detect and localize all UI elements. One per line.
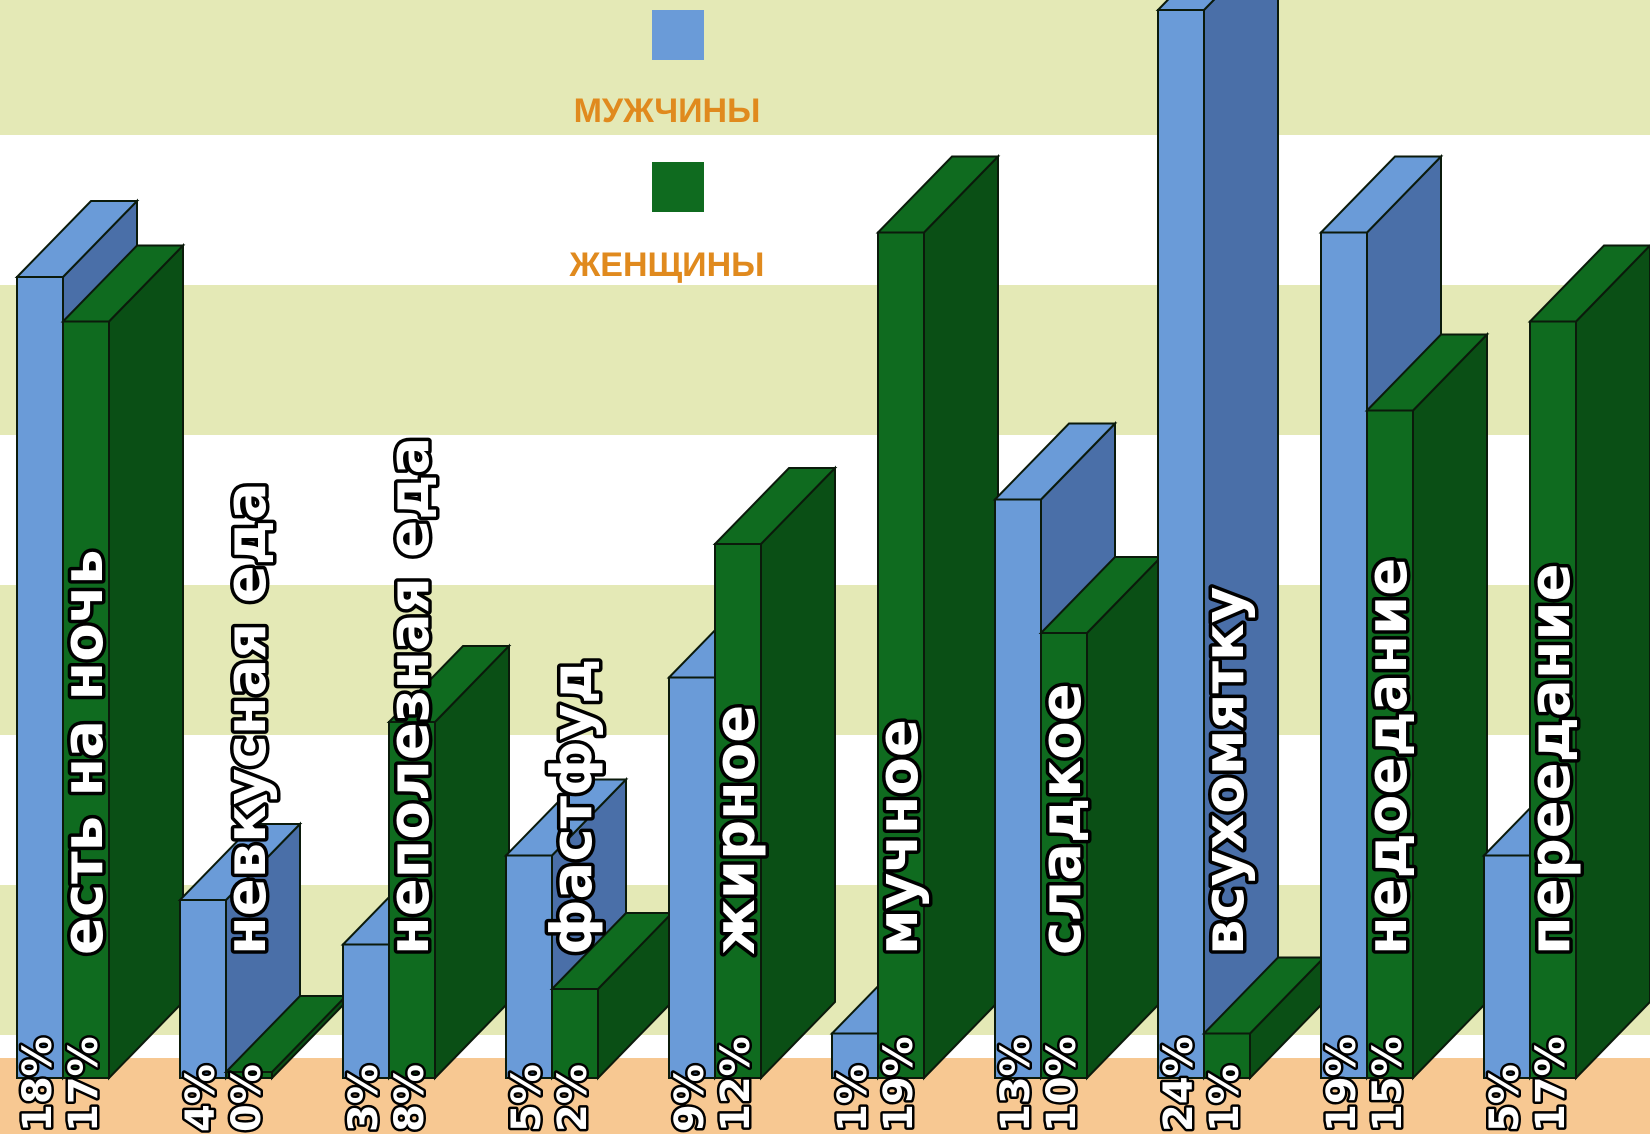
- bar-women-5-side: [923, 154, 999, 1081]
- category-label-6: сладкое: [1029, 683, 1094, 955]
- bar-women-6-front: [1040, 632, 1088, 1079]
- bar-women-9: [1527, 244, 1650, 1081]
- value-label-women-3: 2%: [550, 1064, 596, 1132]
- category-label-4: жирное: [703, 705, 768, 955]
- bar-women-1-front: [225, 1071, 273, 1079]
- value-label-women-2: 8%: [387, 1064, 433, 1132]
- value-label-men-6: 13%: [993, 1036, 1039, 1132]
- category-label-3: фастфуд: [540, 659, 605, 955]
- value-label-women-9: 17%: [1528, 1036, 1574, 1132]
- bar-men-3-front: [505, 854, 553, 1079]
- bar-women-3-front: [551, 988, 599, 1079]
- value-label-men-0: 18%: [15, 1036, 61, 1132]
- bar-women-4: [712, 465, 838, 1081]
- bar-women-9-front: [1529, 320, 1577, 1079]
- value-label-women-1: 0%: [224, 1064, 270, 1132]
- labels-layer: есть на ночь невкусная еда неполезная еда ф…: [13, 433, 1587, 1134]
- bar-men-1-front: [179, 899, 227, 1079]
- bar-men-4-front: [668, 676, 716, 1079]
- category-label-8: недоедание: [1355, 558, 1420, 955]
- legend-label-women: ЖЕНЩИНЫ: [569, 246, 765, 284]
- bar-women-9-side: [1575, 244, 1650, 1081]
- bar-women-0-side: [108, 243, 184, 1081]
- value-label-men-9: 5%: [1482, 1064, 1528, 1132]
- bar-women-7: [1201, 955, 1327, 1081]
- value-label-men-3: 5%: [504, 1064, 550, 1132]
- bar-men-5-front: [831, 1032, 879, 1079]
- value-label-men-5: 1%: [830, 1064, 876, 1132]
- bar-men-2-front: [342, 943, 390, 1079]
- category-label-5: мучное: [866, 719, 931, 955]
- category-label-0: есть на ночь: [51, 549, 116, 955]
- grid-band: [0, 0, 1650, 135]
- value-label-women-8: 15%: [1365, 1036, 1411, 1132]
- bar-women-0: [60, 243, 186, 1081]
- value-label-women-7: 1%: [1202, 1064, 1248, 1132]
- legend-swatch-women: [652, 162, 704, 212]
- value-label-women-5: 19%: [876, 1036, 922, 1132]
- bar-women-5: [875, 154, 1001, 1081]
- bar-women-4-side: [760, 465, 836, 1081]
- value-label-men-2: 3%: [341, 1064, 387, 1132]
- category-label-9: переедание: [1518, 563, 1583, 955]
- bars-layer: [14, 0, 1650, 1081]
- value-label-women-6: 10%: [1039, 1036, 1085, 1132]
- value-label-women-0: 17%: [61, 1036, 107, 1132]
- bar-women-8-side: [1412, 332, 1488, 1081]
- bar-men-0-front: [16, 276, 64, 1079]
- bar-women-8-front: [1366, 409, 1414, 1079]
- value-label-men-1: 4%: [178, 1064, 224, 1132]
- bar-men-7-front: [1157, 9, 1205, 1079]
- legend: МУЖЧИНЫ ЖЕНЩИНЫ: [569, 10, 765, 284]
- category-label-1: невкусная еда: [214, 482, 279, 955]
- value-label-women-4: 12%: [713, 1036, 759, 1132]
- value-label-men-4: 9%: [667, 1064, 713, 1132]
- bar-women-8: [1364, 332, 1490, 1081]
- value-label-men-8: 19%: [1319, 1036, 1365, 1132]
- category-label-2: неполезная еда: [377, 437, 442, 955]
- bar-men-7: [1155, 0, 1279, 1081]
- bar-women-6-side: [1086, 554, 1162, 1081]
- legend-label-men: МУЖЧИНЫ: [574, 92, 761, 130]
- bar-women-2-front: [388, 721, 436, 1079]
- bar-women-4-front: [714, 543, 762, 1079]
- legend-swatch-men: [652, 10, 704, 60]
- category-label-7: всухомятку: [1192, 587, 1257, 955]
- value-label-men-7: 24%: [1156, 1036, 1202, 1132]
- bar-women-7-front: [1203, 1032, 1251, 1079]
- bar-women-5-front: [877, 231, 925, 1079]
- bar-women-0-front: [62, 320, 110, 1079]
